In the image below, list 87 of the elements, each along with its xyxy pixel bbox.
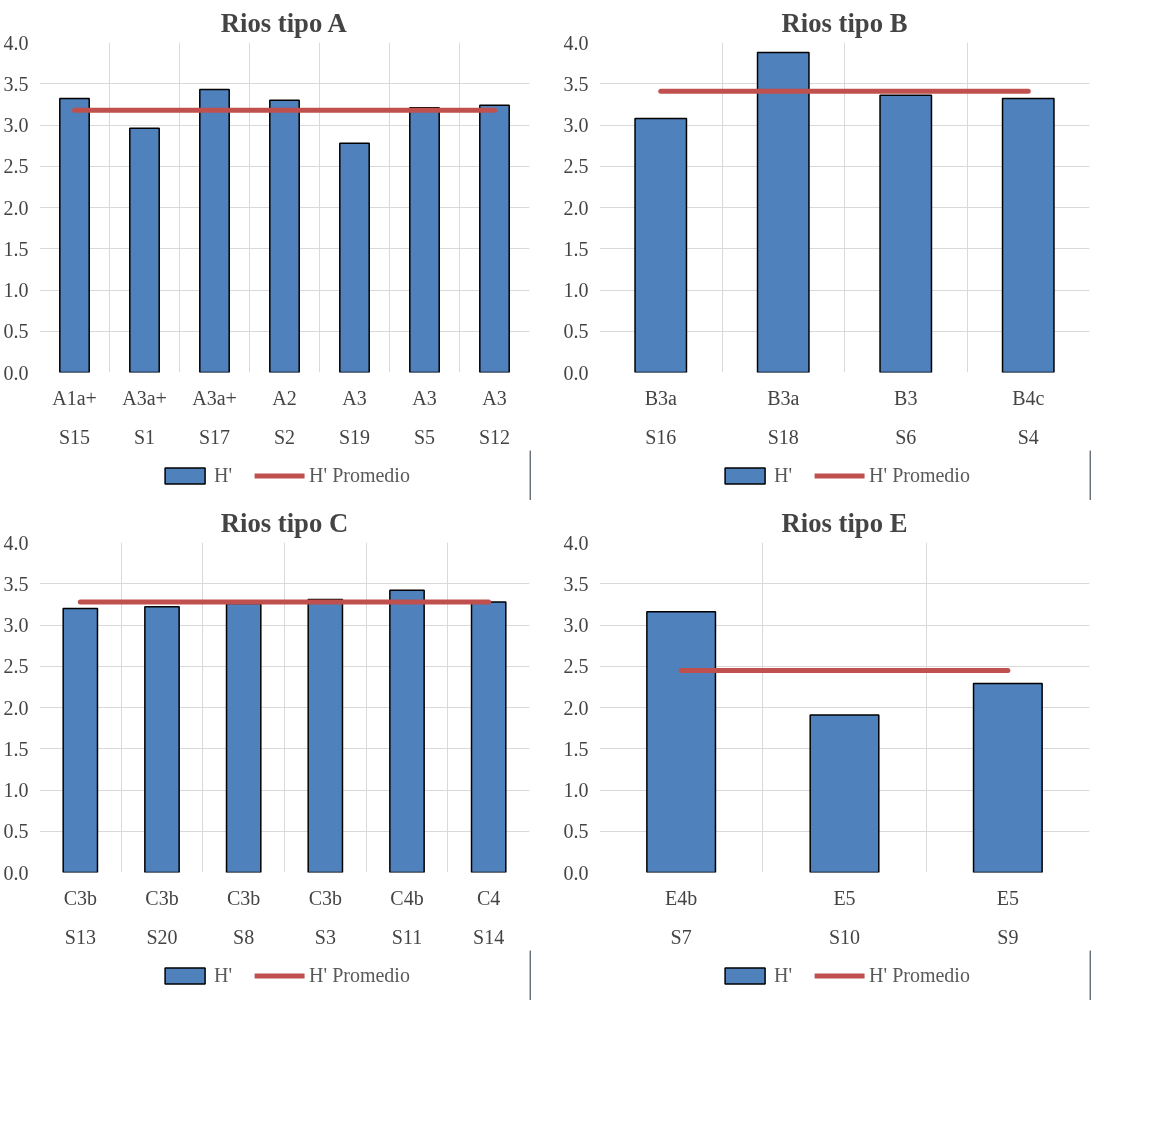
y-tick-label: 4.0 (563, 531, 589, 554)
y-tick-label: 1.0 (3, 279, 29, 301)
category-label: A3 S12 (478, 386, 511, 448)
y-tick-label: 0.0 (563, 361, 589, 384)
legend-label: H' (774, 963, 794, 987)
bar (879, 94, 933, 373)
category-label: A2 S2 (272, 386, 297, 448)
y-tick-label: 0.0 (3, 861, 29, 884)
category-label: A3a+ S17 (192, 386, 237, 448)
bar (225, 602, 262, 873)
category-label: C4 S14 (473, 886, 505, 948)
bar (470, 601, 507, 873)
y-tick-label: 3.0 (563, 614, 589, 636)
y-tick-label: 1.5 (3, 237, 29, 260)
bar (409, 106, 440, 373)
bar (129, 127, 160, 373)
y-tick-label: 4.0 (3, 31, 29, 54)
category-label: A1a+ S15 (52, 386, 97, 448)
y-tick-label: 3.0 (563, 114, 589, 136)
y-tick-label: 2.5 (3, 155, 29, 178)
category-label: C3b S20 (145, 886, 179, 948)
y-tick-label: 2.0 (3, 196, 29, 219)
legend-label: H' Promedio (309, 963, 410, 987)
bar (339, 142, 370, 373)
category-label: E4b S7 (665, 886, 698, 948)
bar (646, 611, 717, 873)
category-label: E5 S9 (996, 886, 1019, 948)
y-tick-label: 3.5 (563, 72, 589, 95)
y-tick-label: 0.5 (563, 820, 589, 843)
category-label: C3b S13 (63, 886, 98, 948)
y-tick-label: 1.5 (563, 237, 589, 260)
bar (62, 607, 99, 873)
legend-label: H' Promedio (869, 963, 970, 987)
chart-title: Rios tipo A (220, 7, 348, 38)
y-tick-label: 3.5 (3, 572, 29, 595)
chart-title: Rios tipo C (220, 507, 349, 538)
category-label: E5 S10 (828, 886, 861, 948)
category-label: A3 S19 (338, 386, 371, 448)
y-tick-label: 4.0 (3, 531, 29, 554)
y-tick-label: 2.0 (3, 696, 29, 719)
y-tick-label: 3.0 (3, 114, 29, 136)
legend-label: H' Promedio (869, 463, 970, 487)
category-label: A3a+ S1 (122, 386, 167, 448)
chart-title: Rios tipo B (781, 7, 908, 38)
category-label: B3a S16 (644, 386, 677, 448)
y-tick-label: 0.5 (563, 320, 589, 343)
bar (756, 51, 810, 373)
chart-title: Rios tipo E (781, 507, 908, 538)
y-tick-label: 2.0 (563, 696, 589, 719)
y-tick-label: 1.0 (563, 279, 589, 301)
bar (59, 97, 90, 373)
y-tick-label: 0.5 (3, 820, 29, 843)
y-tick-label: 0.0 (563, 861, 589, 884)
y-tick-label: 1.0 (3, 779, 29, 801)
bar (972, 682, 1043, 873)
y-tick-label: 0.5 (3, 320, 29, 343)
category-label: C4b S11 (390, 886, 424, 948)
category-label: B3 S6 (894, 386, 918, 448)
y-tick-label: 1.5 (563, 737, 589, 760)
category-label: C3b S3 (308, 886, 343, 948)
y-tick-label: 0.0 (3, 361, 29, 384)
bar (479, 104, 510, 373)
bar (634, 117, 688, 373)
legend-label: H' Promedio (309, 463, 410, 487)
category-label: A3 S5 (412, 386, 437, 448)
y-tick-label: 1.0 (563, 779, 589, 801)
legend-label: H' (214, 463, 234, 487)
category-label: C3b S8 (227, 886, 261, 948)
y-tick-label: 4.0 (563, 31, 589, 54)
bar (809, 714, 880, 873)
legend-label: H' (214, 963, 234, 987)
y-tick-label: 3.0 (3, 614, 29, 636)
bar (1001, 97, 1055, 373)
y-tick-label: 2.0 (563, 196, 589, 219)
y-tick-label: 3.5 (563, 572, 589, 595)
category-label: B4c S4 (1012, 386, 1045, 448)
y-tick-label: 2.5 (563, 655, 589, 678)
bar (144, 606, 180, 873)
bar (389, 589, 425, 873)
y-tick-label: 1.5 (3, 737, 29, 760)
legend-label: H' (774, 463, 794, 487)
y-tick-label: 3.5 (3, 72, 29, 95)
y-tick-label: 2.5 (3, 655, 29, 678)
bar (269, 99, 300, 373)
y-tick-label: 2.5 (563, 155, 589, 178)
category-label: B3a S18 (767, 386, 800, 448)
bar (199, 88, 230, 373)
